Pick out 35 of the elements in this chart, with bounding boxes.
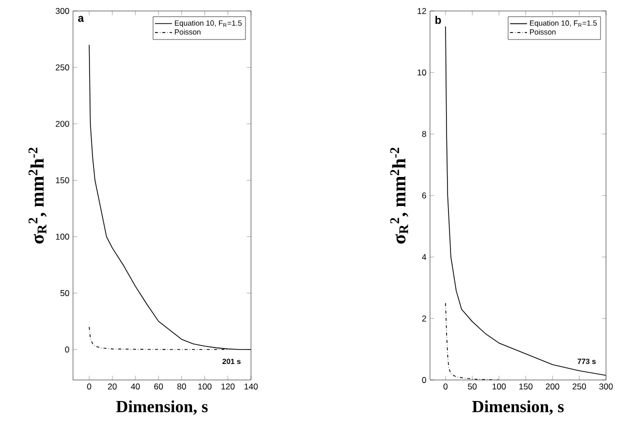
y-tick-label: 50 bbox=[60, 290, 70, 296]
y-tick-label: 10 bbox=[418, 69, 426, 76]
y-axis-title: σ$_{R}$$^{2}$, mm$^{2}$h$^{-2}$ bbox=[390, 148, 408, 244]
x-tick-label: 60 bbox=[154, 384, 163, 390]
y-tick-label: 100 bbox=[56, 234, 70, 240]
y-axis-title: σ$_{R}$$^{2}$, mm$^{2}$h$^{-2}$ bbox=[28, 148, 47, 244]
x-tick-label: 140 bbox=[244, 384, 258, 390]
y-tick-label: 250 bbox=[56, 64, 70, 70]
x-tick-label: 40 bbox=[130, 384, 140, 390]
y-tick-label: 4 bbox=[422, 254, 426, 260]
x-tick-label: 50 bbox=[468, 384, 477, 390]
x-tick-label: 20 bbox=[108, 384, 117, 390]
annotation: a bbox=[78, 16, 84, 22]
x-axis-title: Dimension, s bbox=[472, 400, 564, 415]
x-axis-title: Dimension, s bbox=[116, 400, 208, 415]
x-tick-label: 150 bbox=[519, 384, 532, 390]
x-tick-label: 120 bbox=[221, 384, 235, 390]
x-tick-label: 100 bbox=[198, 384, 212, 390]
y-tick-label: 12 bbox=[418, 8, 426, 14]
y-tick-label: 300 bbox=[56, 8, 70, 14]
y-tick-label: 8 bbox=[422, 130, 426, 137]
x-tick-label: 0 bbox=[87, 384, 92, 390]
y-tick-label: 6 bbox=[422, 192, 426, 198]
y-tick-label: 150 bbox=[56, 177, 70, 184]
y-tick-label: 0 bbox=[65, 346, 70, 353]
x-tick-label: 0 bbox=[443, 384, 448, 390]
x-tick-label: 100 bbox=[492, 384, 506, 390]
y-tick-label: 200 bbox=[56, 120, 70, 127]
y-tick-label: 0 bbox=[422, 376, 426, 383]
x-tick-label: 300 bbox=[599, 384, 613, 390]
annotation: b bbox=[435, 16, 441, 24]
x-tick-label: 80 bbox=[177, 384, 186, 390]
x-tick-label: 250 bbox=[572, 384, 586, 390]
y-tick-label: 2 bbox=[422, 316, 426, 322]
x-tick-label: 200 bbox=[546, 384, 560, 390]
